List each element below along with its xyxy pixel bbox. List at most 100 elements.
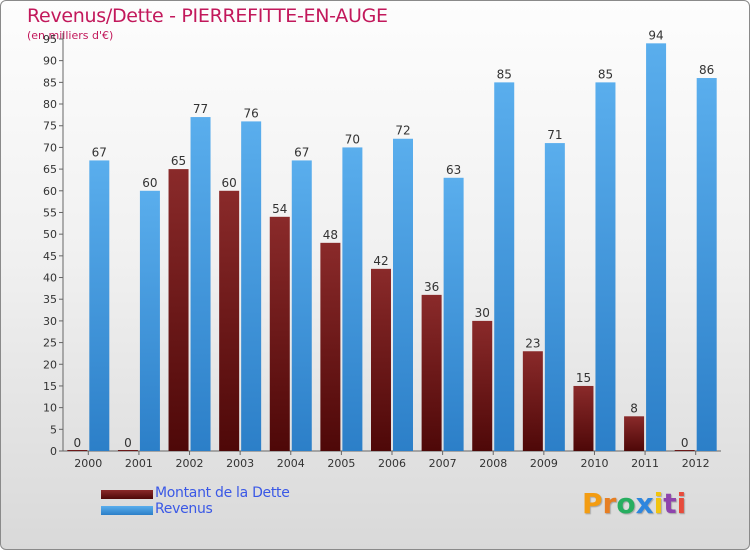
value-label: 23	[525, 336, 540, 350]
value-label: 0	[124, 436, 132, 450]
value-label: 85	[497, 67, 512, 81]
x-tick-label: 2005	[327, 457, 355, 470]
value-label: 48	[323, 228, 338, 242]
value-label: 76	[244, 106, 259, 120]
x-tick-label: 2000	[74, 457, 102, 470]
bars	[67, 43, 717, 452]
y-tick-label: 35	[43, 293, 57, 306]
value-label: 63	[446, 163, 461, 177]
y-tick-label: 50	[43, 228, 57, 241]
y-tick-label: 20	[43, 358, 57, 371]
value-label: 77	[193, 102, 208, 116]
proxiti-logo: Proxiti	[582, 487, 686, 520]
x-tick-label: 2002	[176, 457, 204, 470]
y-tick-label: 0	[50, 445, 57, 458]
logo-letter: x	[635, 487, 654, 520]
y-tick-label: 75	[43, 120, 57, 133]
x-tick-label: 2009	[530, 457, 558, 470]
bar-dette	[421, 294, 442, 451]
bar-dette	[269, 216, 290, 451]
bar-revenus	[646, 43, 667, 451]
value-label: 85	[598, 67, 613, 81]
bar-revenus	[291, 160, 312, 451]
value-label: 30	[475, 306, 490, 320]
logo-letter: t	[663, 487, 677, 520]
bar-revenus	[696, 78, 717, 451]
y-tick-label: 65	[43, 163, 57, 176]
y-tick-label: 95	[43, 33, 57, 46]
value-label: 72	[395, 124, 410, 138]
y-tick-label: 80	[43, 98, 57, 111]
chart-subtitle: (en milliers d'€)	[27, 29, 114, 42]
chart-title: Revenus/Dette - PIERREFITTE-EN-AUGE	[27, 5, 388, 27]
logo-letter: i	[653, 487, 664, 520]
value-label: 60	[222, 176, 237, 190]
value-label: 0	[681, 436, 689, 450]
value-label: 54	[272, 202, 287, 216]
y-tick-label: 90	[43, 55, 57, 68]
value-label: 8	[630, 401, 638, 415]
value-label: 67	[294, 145, 309, 159]
legend-swatch-dette	[101, 490, 153, 499]
bar-dette	[371, 268, 391, 451]
logo-letter: P	[582, 487, 603, 520]
y-tick-label: 25	[43, 337, 57, 350]
value-label: 60	[142, 176, 157, 190]
y-tick-label: 45	[43, 250, 57, 263]
legend-label-revenus: Revenus	[155, 501, 213, 517]
bar-dette	[67, 450, 88, 451]
x-tick-label: 2006	[378, 457, 406, 470]
value-label: 71	[547, 128, 562, 142]
logo-letter: i	[676, 487, 687, 520]
bar-revenus	[393, 138, 413, 451]
bar-revenus	[139, 190, 160, 451]
logo-letter: r	[602, 487, 617, 520]
x-tick-label: 2012	[682, 457, 710, 470]
y-tick-label: 30	[43, 315, 57, 328]
value-label: 94	[648, 28, 663, 42]
y-tick-label: 40	[43, 272, 57, 285]
y-tick-label: 5	[50, 423, 57, 436]
bar-dette	[522, 351, 543, 451]
bar-revenus	[190, 117, 211, 451]
bar-revenus	[241, 121, 262, 452]
bar-dette	[472, 320, 493, 451]
bar-revenus	[595, 82, 616, 452]
x-axis: 2000 2001 2002 2003 2004 2005 2006 2007 2008 2009…	[74, 451, 710, 470]
bar-dette	[674, 450, 695, 451]
value-label: 36	[424, 280, 439, 294]
bar-revenus	[544, 143, 565, 451]
value-label: 0	[73, 436, 81, 450]
bar-revenus	[443, 177, 464, 452]
x-tick-label: 2010	[580, 457, 608, 470]
bar-revenus	[494, 82, 515, 452]
x-tick-label: 2004	[277, 457, 305, 470]
y-tick-label: 70	[43, 141, 57, 154]
y-tick-label: 85	[43, 76, 57, 89]
y-tick-label: 15	[43, 380, 57, 393]
logo-letter: o	[616, 487, 636, 520]
value-label: 67	[92, 145, 107, 159]
bar-revenus	[89, 160, 110, 451]
x-tick-label: 2003	[226, 457, 254, 470]
bar-dette	[219, 190, 240, 451]
x-tick-label: 2011	[631, 457, 659, 470]
legend-swatch-revenus	[101, 506, 153, 515]
bar-dette	[168, 169, 189, 451]
bar-dette	[624, 416, 645, 451]
bar-dette	[320, 242, 341, 451]
y-tick-label: 10	[43, 402, 57, 415]
x-tick-label: 2007	[429, 457, 457, 470]
y-tick-label: 55	[43, 206, 57, 219]
value-label: 86	[699, 63, 714, 77]
x-tick-label: 2001	[125, 457, 153, 470]
value-label: 70	[345, 132, 360, 146]
value-label: 15	[576, 371, 591, 385]
value-label: 65	[171, 154, 186, 168]
y-tick-label: 60	[43, 185, 57, 198]
value-labels: 0 67 0 60 65 77 60 76 54 67 48 70 42 72 36 63 30 85 23 71 15…	[73, 28, 714, 450]
bar-revenus	[342, 147, 363, 451]
legend-label-dette: Montant de la Dette	[155, 485, 290, 501]
x-tick-label: 2008	[479, 457, 507, 470]
